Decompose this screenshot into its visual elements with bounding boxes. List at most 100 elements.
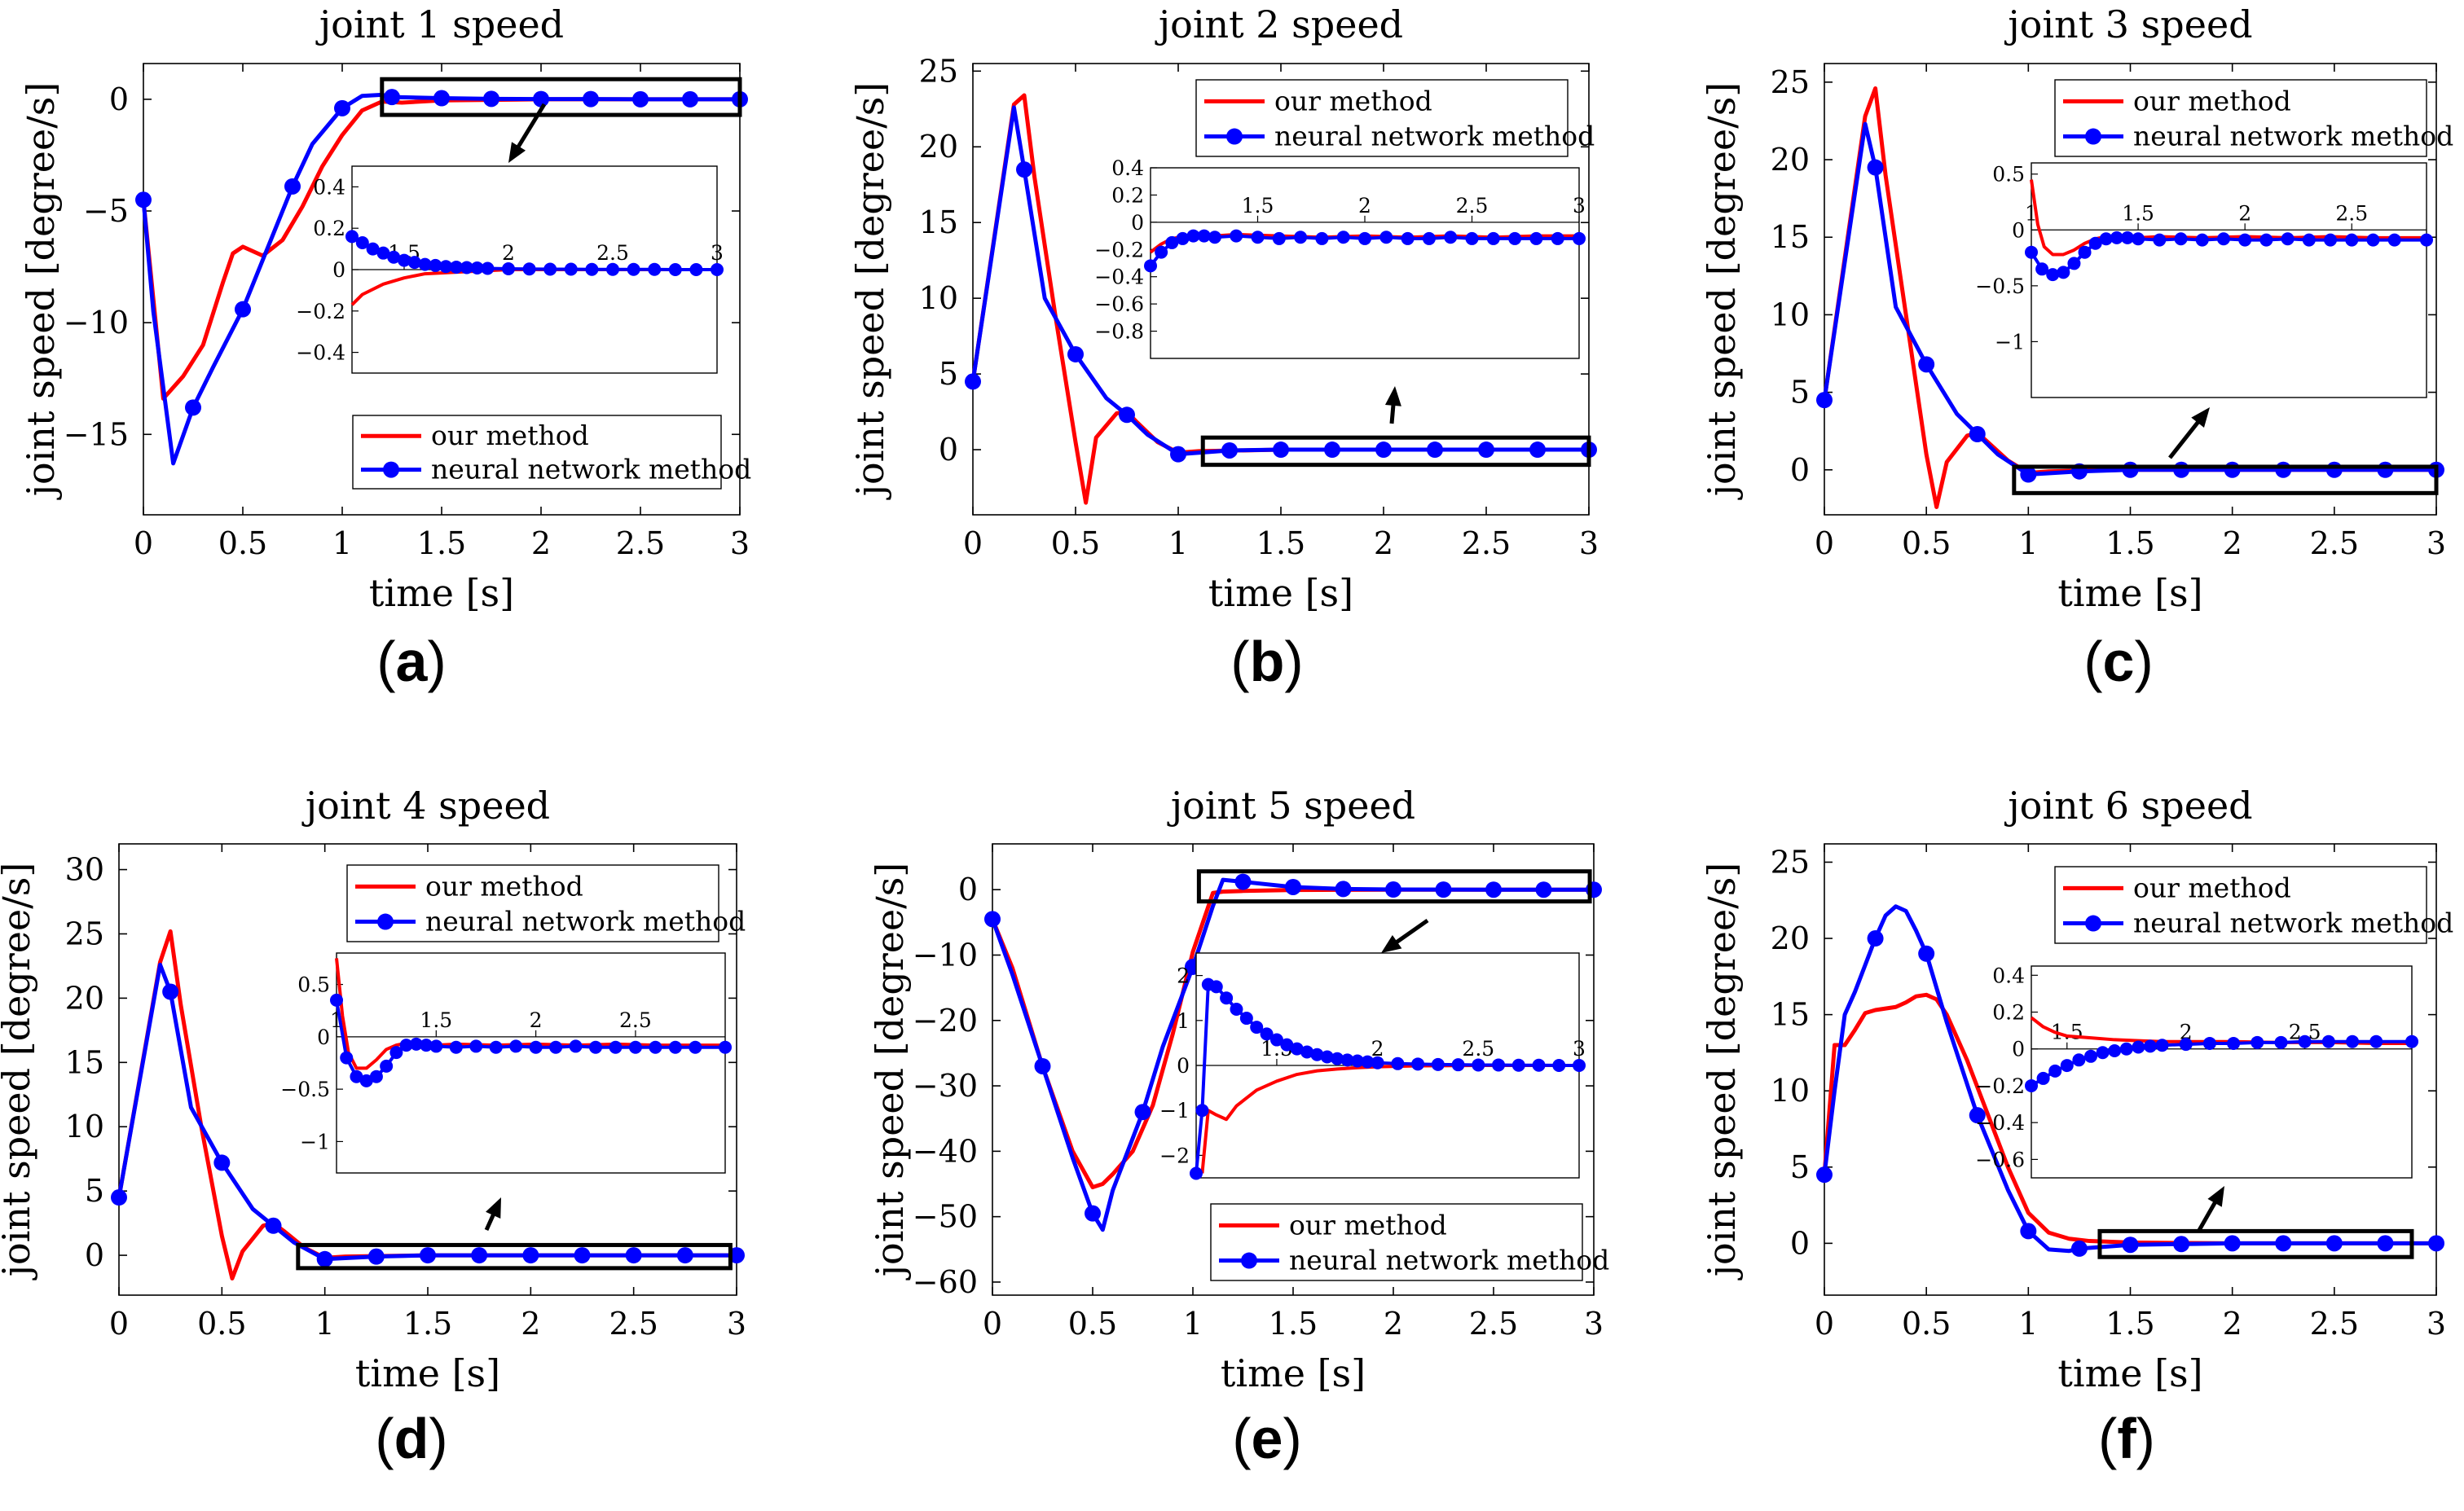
y-tick-label: 0: [85, 1237, 104, 1273]
inset-neural-network-marker: [1251, 231, 1265, 244]
inset-neural-network-marker: [420, 1039, 433, 1052]
y-tick-label: 30: [65, 852, 104, 888]
legend-neural-network-marker: [377, 913, 394, 930]
neural-network-marker: [682, 90, 698, 108]
inset-y-tick-label: −0.6: [1094, 292, 1144, 316]
x-tick-label: 2: [2223, 1306, 2242, 1342]
inset-neural-network-marker: [460, 261, 473, 275]
inset-neural-network-marker: [1551, 231, 1564, 245]
y-tick-label: 15: [919, 204, 958, 240]
inset-y-tick-label: −1: [1159, 1099, 1190, 1122]
y-tick-label: 10: [919, 280, 958, 316]
inset-x-tick-label: 2.5: [1462, 1037, 1494, 1061]
inset-neural-network-marker: [366, 242, 380, 256]
neural-network-marker: [2224, 461, 2241, 478]
zoom-arrow-head: [2191, 407, 2210, 428]
panel-label-close: ): [429, 1407, 447, 1470]
zoom-inset: 1.5 2 2.5 3 0.4 0.2 0 −0.2 −0.4 −0.6 −0.8: [1094, 156, 1586, 359]
inset-neural-network-marker: [2298, 1034, 2312, 1048]
panel-label-open: (: [2083, 630, 2102, 693]
x-tick-label: 0: [963, 525, 983, 561]
inset-neural-network-marker: [359, 1074, 373, 1087]
inset-neural-network-marker: [1310, 1048, 1324, 1061]
inset-neural-network-marker: [1340, 1053, 1354, 1067]
neural-network-marker: [1478, 441, 1494, 459]
legend-neural-network-marker: [1226, 128, 1243, 145]
neural-network-marker: [1221, 441, 1238, 459]
x-axis-label: time [s]: [2057, 1351, 2202, 1395]
inset-neural-network-marker: [2274, 1035, 2288, 1049]
zoom-inset: 1 1.5 2 2.50.50−0.5−1: [1975, 162, 2433, 398]
inset-neural-network-marker: [1290, 1042, 1304, 1056]
panel-label-close: ): [1283, 1407, 1301, 1470]
neural-network-marker: [135, 191, 152, 209]
inset-frame: [336, 952, 726, 1174]
inset-neural-network-marker: [340, 1051, 354, 1065]
neural-network-marker: [235, 301, 251, 318]
x-tick-label: 0.5: [1068, 1306, 1117, 1342]
neural-network-marker: [1969, 426, 1986, 443]
inset-neural-network-marker: [1465, 231, 1479, 245]
neural-network-marker: [583, 90, 599, 108]
x-tick-label: 3: [2427, 1306, 2446, 1342]
zoom-arrow: [513, 103, 547, 155]
neural-network-marker: [1170, 446, 1186, 463]
neural-network-line: [117, 962, 737, 1262]
zoom-arrow-head: [508, 142, 526, 163]
neural-network-marker: [2377, 1235, 2394, 1252]
inset-neural-network-marker: [689, 263, 703, 276]
inset-y-tick-label: −0.2: [1094, 238, 1144, 261]
our-method-line: [1822, 992, 2436, 1245]
inset-neural-network-marker: [2060, 1059, 2074, 1073]
inset-neural-network-marker: [1492, 1058, 1506, 1072]
inset-y-tick-label: 0: [332, 258, 345, 282]
y-tick-label: 20: [65, 980, 104, 1016]
y-tick-label: −30: [913, 1068, 978, 1104]
neural-network-marker: [1918, 356, 1935, 373]
legend-neural-network-marker: [2085, 128, 2101, 145]
x-tick-label: 0: [983, 1306, 1002, 1342]
inset-neural-network-marker: [668, 1040, 682, 1054]
inset-neural-network-marker: [2083, 1049, 2097, 1063]
neural-network-marker: [2020, 1223, 2037, 1240]
legend: our method neural network method: [2054, 866, 2453, 944]
y-tick-label: 0: [1790, 452, 1810, 488]
inset-x-tick-label: 2: [502, 241, 515, 265]
neural-network-marker: [316, 1250, 333, 1267]
neural-network-marker: [728, 1247, 745, 1264]
inset-neural-network-marker: [1272, 231, 1286, 245]
neural-network-marker: [284, 178, 301, 195]
inset-neural-network-marker: [2155, 1039, 2169, 1052]
zoom-highlight-box: [2097, 1228, 2414, 1259]
x-tick-label: 1: [1183, 1306, 1203, 1342]
inset-neural-network-marker: [1573, 1059, 1586, 1072]
x-tick-label: 0.5: [1051, 525, 1100, 561]
panel-label: (f): [2098, 1407, 2155, 1470]
y-tick-label: −40: [913, 1133, 978, 1169]
panel-label-close: ): [2136, 1407, 2155, 1470]
inset-y-tick-label: −0.4: [1975, 1111, 2025, 1135]
chart-title: joint 1 speed: [315, 2, 564, 46]
inset-neural-network-marker: [2120, 231, 2134, 244]
neural-network-marker: [471, 1247, 488, 1264]
inset-neural-network-marker: [481, 261, 495, 275]
inset-neural-network-marker: [1472, 1058, 1485, 1072]
zoom-highlight-box: [296, 1242, 733, 1271]
inset-neural-network-marker: [502, 261, 515, 275]
y-tick-label: 5: [85, 1173, 104, 1209]
inset-neural-network-marker: [1280, 1038, 1294, 1052]
x-tick-label: 1.5: [1256, 525, 1305, 561]
inset-neural-network-marker: [2251, 1035, 2264, 1049]
inset-neural-network-marker: [543, 262, 557, 276]
inset-y-tick-label: 0.4: [1111, 156, 1144, 180]
inset-neural-network-marker: [1300, 1045, 1314, 1059]
neural-network-marker: [533, 90, 549, 108]
inset-neural-network-marker: [1391, 1056, 1405, 1070]
y-tick-label: 10: [1771, 1073, 1810, 1109]
x-axis-label: time [s]: [1221, 1351, 1366, 1395]
inset-neural-network-marker: [2420, 233, 2433, 247]
panel-label-close: ): [427, 630, 446, 693]
y-axis-label: joint speed [degree/s]: [848, 82, 892, 501]
